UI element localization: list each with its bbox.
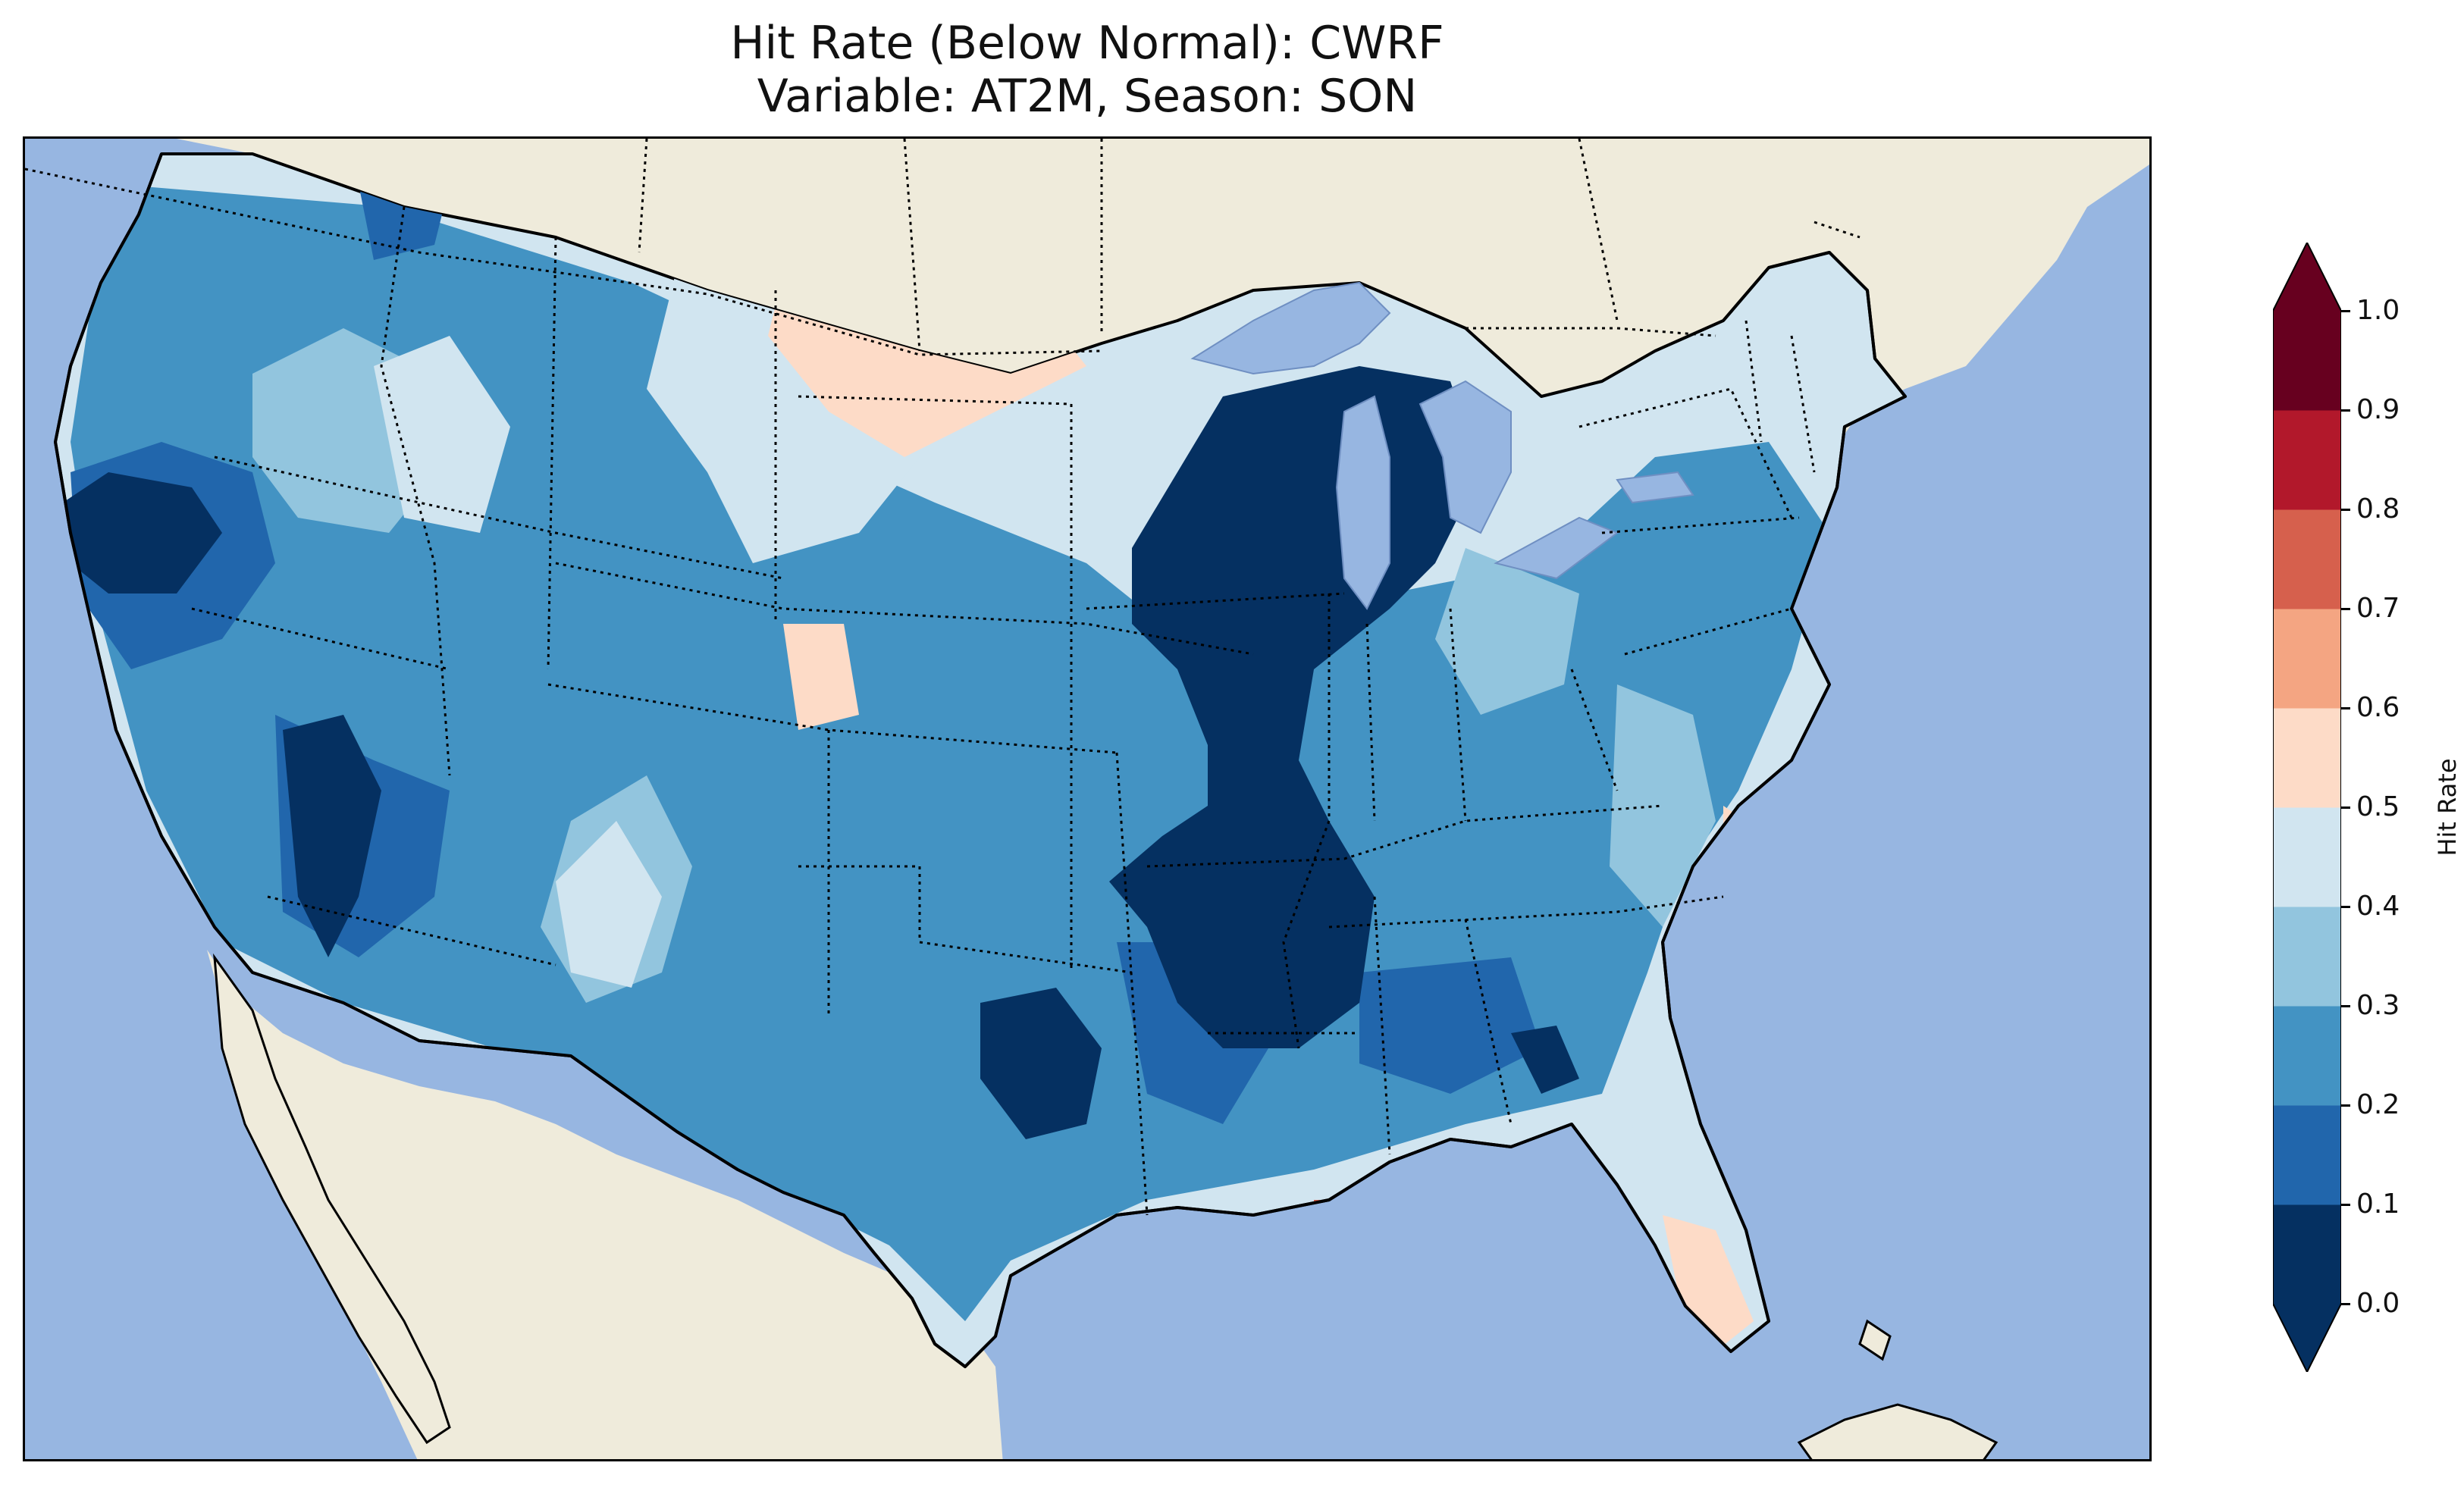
- colorbar-tick-label: 0.5: [2356, 791, 2400, 822]
- colorbar-bin-9: [2273, 311, 2341, 411]
- region-0.0-0.1-al: [1511, 1026, 1579, 1094]
- cuba-land: [1797, 1403, 1998, 1459]
- colorbar-bin-5: [2273, 708, 2341, 808]
- colorbar-bin-4: [2273, 807, 2341, 907]
- region-0.4-0.5-a: [374, 336, 510, 533]
- colorbar-tick-label: 1.0: [2356, 295, 2400, 326]
- colorbar-tick-label: 0.0: [2356, 1288, 2400, 1319]
- colorbar: [2273, 243, 2341, 1372]
- region-0.3-0.4-c: [1435, 548, 1579, 715]
- colorbar-tick-label: 0.4: [2356, 891, 2400, 922]
- colorbar-bin-8: [2273, 410, 2341, 510]
- region-0.0-0.1-west-b: [283, 715, 381, 957]
- colorbar-bin-7: [2273, 509, 2341, 609]
- bahamas-land: [1858, 1319, 1892, 1361]
- region-0.3-0.4-d: [1610, 684, 1716, 927]
- colorbar-extend-low: [2273, 1304, 2341, 1372]
- colorbar-label: Hit Rate: [2433, 758, 2462, 857]
- baja-peninsula: [213, 953, 451, 1445]
- colorbar-tick-label: 0.8: [2356, 493, 2400, 525]
- colorbar-tick-mark: [2341, 1104, 2350, 1107]
- region-0.5-0.6-c: [1663, 1215, 1754, 1351]
- region-0.4-0.5-c: [647, 268, 920, 563]
- colorbar-tick-label: 0.3: [2356, 990, 2400, 1021]
- region-0.4-0.5-b: [556, 821, 662, 988]
- colorbar-bin-2: [2273, 1006, 2341, 1106]
- colorbar-tick-mark: [2341, 1303, 2350, 1305]
- colorbar-bin-0: [2273, 1204, 2341, 1305]
- lake-huron: [1419, 380, 1512, 534]
- region-0.0-0.1-tx: [980, 988, 1102, 1139]
- region-0.5-0.6-b: [783, 624, 859, 730]
- colorbar-tick-label: 0.6: [2356, 692, 2400, 723]
- colorbar-tick-mark: [2341, 608, 2350, 610]
- colorbar-tick-mark: [2341, 1005, 2350, 1007]
- map-panel: [23, 136, 2152, 1461]
- colorbar-extend-high: [2273, 243, 2341, 311]
- lake-ontario: [1616, 471, 1694, 504]
- colorbar-bin-1: [2273, 1105, 2341, 1205]
- colorbar-tick-mark: [2341, 1204, 2350, 1206]
- colorbar-tick-mark: [2341, 509, 2350, 511]
- colorbar-tick-mark: [2341, 409, 2350, 412]
- colorbar-tick-mark: [2341, 310, 2350, 312]
- us-hit-rate-map: [25, 139, 2149, 1459]
- coastline: [54, 153, 1907, 1368]
- colorbar-tick-label: 0.7: [2356, 593, 2400, 624]
- colorbar-tick-label: 0.2: [2356, 1089, 2400, 1120]
- colorbar-bin-6: [2273, 609, 2341, 709]
- region-0.0-0.1-west-a: [63, 472, 222, 594]
- state-borders: [25, 139, 1861, 1216]
- lake-erie: [1494, 516, 1619, 580]
- lake-michigan: [1335, 395, 1390, 610]
- lake-superior: [1190, 281, 1391, 375]
- map-title-line-2: Variable: AT2M, Season: SON: [757, 70, 1418, 123]
- region-0.1-0.2-e: [1359, 957, 1541, 1094]
- colorbar-tick-mark: [2341, 807, 2350, 809]
- colorbar-tick-mark: [2341, 707, 2350, 709]
- colorbar-bin-3: [2273, 907, 2341, 1007]
- colorbar-tick-mark: [2341, 906, 2350, 908]
- colorbar-tick-label: 0.1: [2356, 1189, 2400, 1220]
- map-title-line-1: Hit Rate (Below Normal): CWRF: [730, 17, 1444, 70]
- colorbar-tick-label: 0.9: [2356, 394, 2400, 425]
